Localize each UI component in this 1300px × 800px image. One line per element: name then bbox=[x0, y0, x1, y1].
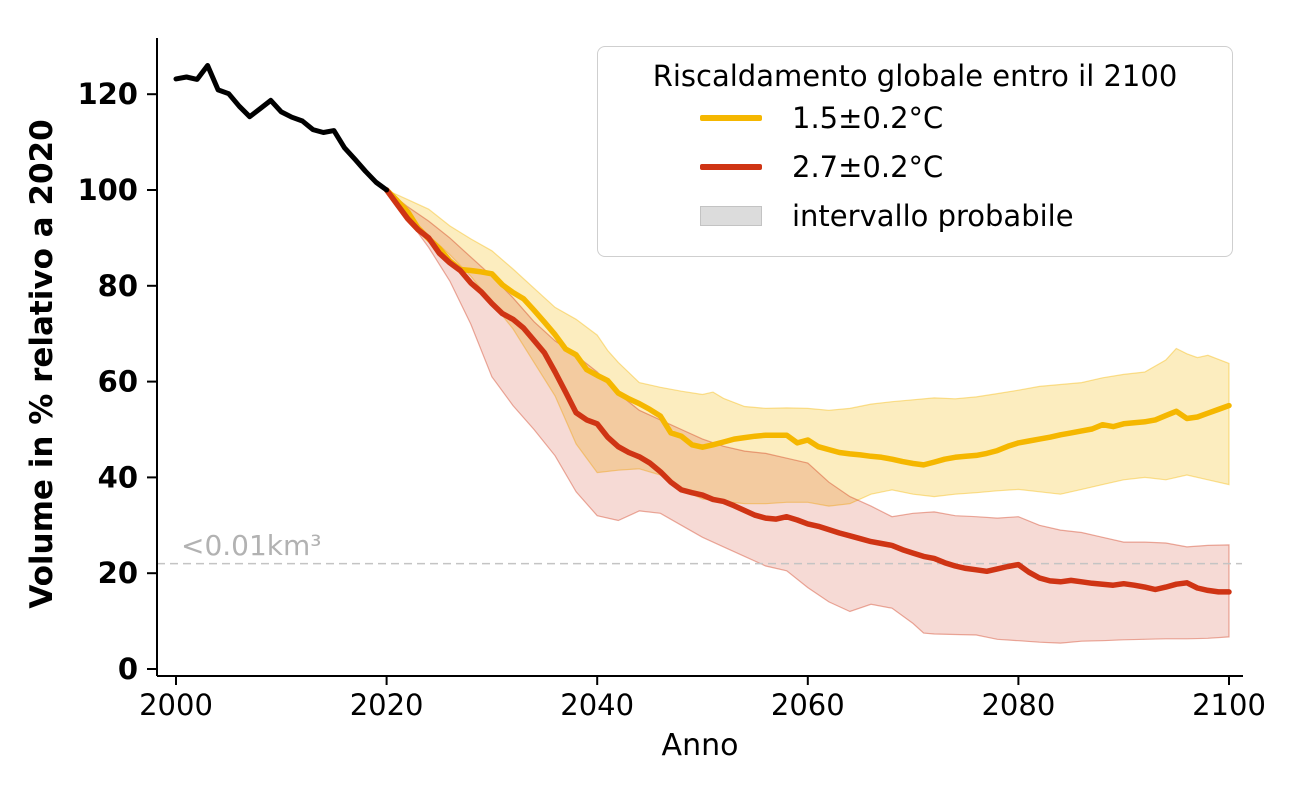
x-tick-label: 2020 bbox=[350, 688, 424, 722]
legend: Riscaldamento globale entro il 2100 1.5±… bbox=[597, 46, 1233, 257]
y-axis-label: Volume in % relativo a 2020 bbox=[24, 119, 60, 609]
x-tick-label: 2060 bbox=[771, 688, 845, 722]
legend-entry-2-7c: 2.7±0.2°C bbox=[598, 142, 1232, 191]
legend-entry-likely-range: intervallo probabile bbox=[598, 191, 1232, 240]
threshold-annotation: <0.01km³ bbox=[181, 529, 322, 562]
legend-entry-1-5c: 1.5±0.2°C bbox=[598, 93, 1232, 142]
y-tick-label: 80 bbox=[98, 269, 138, 303]
legend-label-1-5c: 1.5±0.2°C bbox=[792, 100, 944, 135]
legend-title: Riscaldamento globale entro il 2100 bbox=[652, 59, 1178, 93]
y-tick-label: 100 bbox=[77, 173, 138, 207]
x-tick-label: 2080 bbox=[981, 688, 1055, 722]
uncertainty-band-1 bbox=[386, 189, 1230, 644]
series-line-0-historical bbox=[173, 63, 390, 193]
legend-label-2-7c: 2.7±0.2°C bbox=[792, 149, 944, 184]
legend-line-swatch-1-5c bbox=[700, 114, 762, 121]
legend-patch-swatch-likely-range bbox=[700, 205, 762, 226]
y-tick-label: 120 bbox=[77, 77, 138, 111]
x-axis-label: Anno bbox=[661, 728, 739, 763]
x-tick-label: 2000 bbox=[139, 688, 213, 722]
series-line-2-2-7c bbox=[383, 187, 1232, 595]
series-line-1-1-5c bbox=[383, 187, 1232, 468]
legend-line-swatch-2-7c bbox=[700, 163, 762, 170]
legend-label-likely-range: intervallo probabile bbox=[792, 198, 1074, 233]
y-tick-label: 40 bbox=[98, 460, 138, 494]
y-tick-label: 20 bbox=[98, 556, 138, 590]
x-tick-label: 2040 bbox=[560, 688, 634, 722]
y-tick-label: 0 bbox=[118, 652, 138, 686]
y-tick-label: 60 bbox=[98, 365, 138, 399]
x-tick-label: 2100 bbox=[1192, 688, 1266, 722]
